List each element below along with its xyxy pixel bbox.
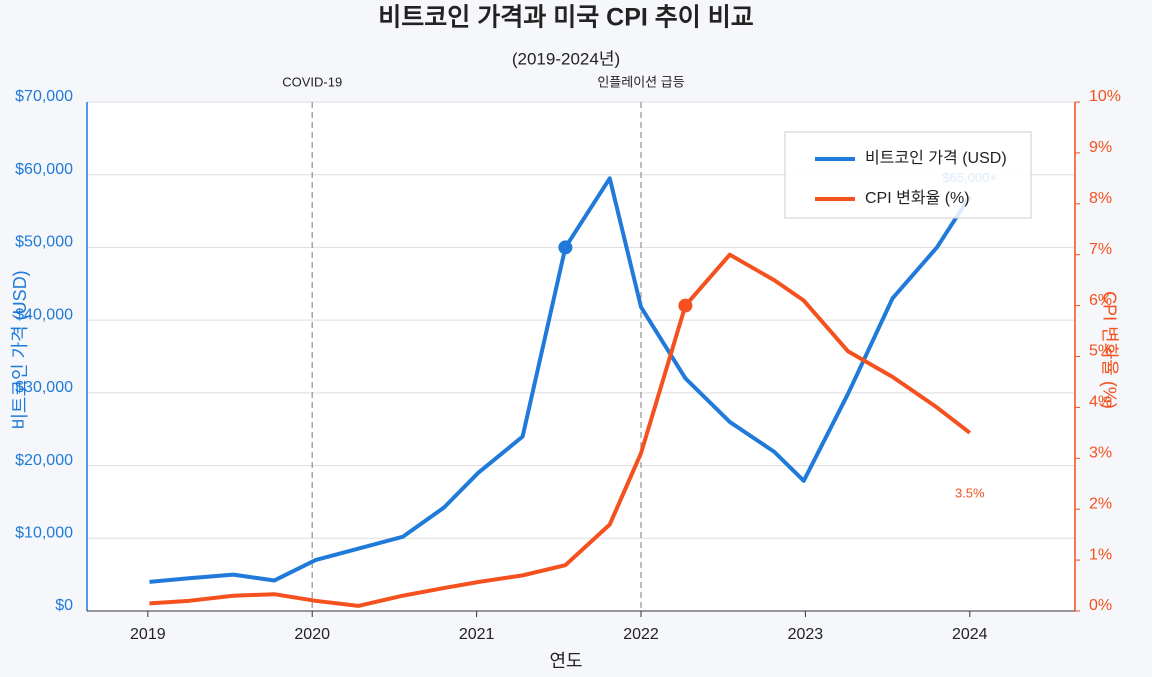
legend-label: 비트코인 가격 (USD) [865,149,1007,167]
x-tick-label: 2023 [788,626,824,643]
y2-tick-label: 5% [1089,343,1112,360]
event-label: 인플레이션 급등 [597,74,684,89]
chart-title: 비트코인 가격과 미국 CPI 추이 비교 [378,4,753,32]
y2-tick-label: 0% [1089,597,1112,614]
y-tick-label: $70,000 [15,88,73,105]
y-tick-label: $10,000 [15,525,73,542]
chart-subtitle: (2019-2024년) [512,49,620,68]
series-line [149,252,972,608]
legend-label: CPI 변화율 (%) [865,189,970,207]
series-line [149,176,972,584]
x-tick-label: 2019 [130,626,166,643]
y2-tick-label: 2% [1089,495,1112,512]
x-tick-label: 2020 [294,626,330,643]
y2-tick-label: 4% [1089,394,1112,411]
y-tick-label: $50,000 [15,234,73,251]
y-tick-label: $40,000 [15,306,73,323]
y2-tick-label: 6% [1089,292,1112,309]
y-axis-label: 비트코인 가격 (USD) [10,270,30,429]
x-tick-label: 2021 [459,626,495,643]
y2-tick-label: 10% [1089,88,1121,105]
y-tick-label: $0 [55,597,73,614]
y-tick-label: $60,000 [15,161,73,178]
highlight-point [558,240,573,255]
y2-tick-label: 7% [1089,241,1112,258]
y-tick-label: $30,000 [15,379,73,396]
annotation: 3.5% [955,485,985,500]
x-axis-label: 연도 [549,651,582,671]
y2-axis-label: CPI 변화율 (%) [1099,291,1119,409]
y2-tick-label: 8% [1089,190,1112,207]
x-tick-label: 2024 [952,626,988,643]
y2-tick-label: 9% [1089,139,1112,156]
y2-tick-label: 3% [1089,445,1112,462]
y-tick-label: $20,000 [15,452,73,469]
y2-tick-label: 1% [1089,546,1112,563]
x-tick-label: 2022 [623,626,659,643]
event-label: COVID-19 [282,74,342,89]
legend-box [784,131,1032,219]
highlight-point [678,298,693,313]
